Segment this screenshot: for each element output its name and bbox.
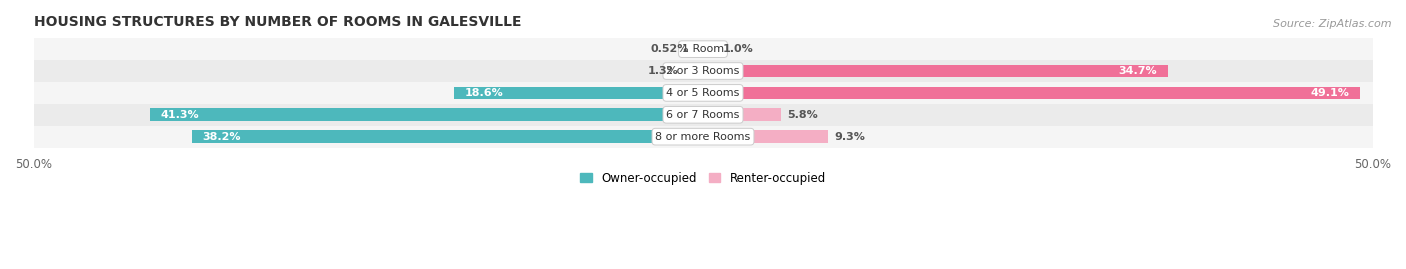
Bar — [191, 130, 703, 143]
Text: 1 Room: 1 Room — [682, 44, 724, 54]
Bar — [703, 43, 717, 55]
Bar — [686, 65, 703, 77]
Bar — [150, 108, 703, 121]
Text: 6 or 7 Rooms: 6 or 7 Rooms — [666, 110, 740, 120]
Bar — [34, 60, 1372, 82]
Text: HOUSING STRUCTURES BY NUMBER OF ROOMS IN GALESVILLE: HOUSING STRUCTURES BY NUMBER OF ROOMS IN… — [34, 15, 522, 29]
Text: 34.7%: 34.7% — [1118, 66, 1157, 76]
Bar — [34, 126, 1372, 148]
Bar — [703, 65, 1167, 77]
Bar — [703, 130, 828, 143]
Text: 9.3%: 9.3% — [834, 132, 865, 142]
Text: 4 or 5 Rooms: 4 or 5 Rooms — [666, 88, 740, 98]
Text: 0.52%: 0.52% — [651, 44, 689, 54]
Text: 18.6%: 18.6% — [464, 88, 503, 98]
Bar — [34, 104, 1372, 126]
Text: 2 or 3 Rooms: 2 or 3 Rooms — [666, 66, 740, 76]
Text: 38.2%: 38.2% — [202, 132, 240, 142]
Text: 5.8%: 5.8% — [787, 110, 818, 120]
Bar — [454, 87, 703, 99]
Legend: Owner-occupied, Renter-occupied: Owner-occupied, Renter-occupied — [575, 167, 831, 190]
Bar — [34, 38, 1372, 60]
Bar — [703, 87, 1361, 99]
Text: 8 or more Rooms: 8 or more Rooms — [655, 132, 751, 142]
Bar — [703, 108, 780, 121]
Text: 49.1%: 49.1% — [1310, 88, 1350, 98]
Text: 1.3%: 1.3% — [648, 66, 679, 76]
Text: 1.0%: 1.0% — [723, 44, 754, 54]
Text: 41.3%: 41.3% — [160, 110, 200, 120]
Text: Source: ZipAtlas.com: Source: ZipAtlas.com — [1274, 19, 1392, 29]
Bar — [34, 82, 1372, 104]
Bar — [696, 43, 703, 55]
